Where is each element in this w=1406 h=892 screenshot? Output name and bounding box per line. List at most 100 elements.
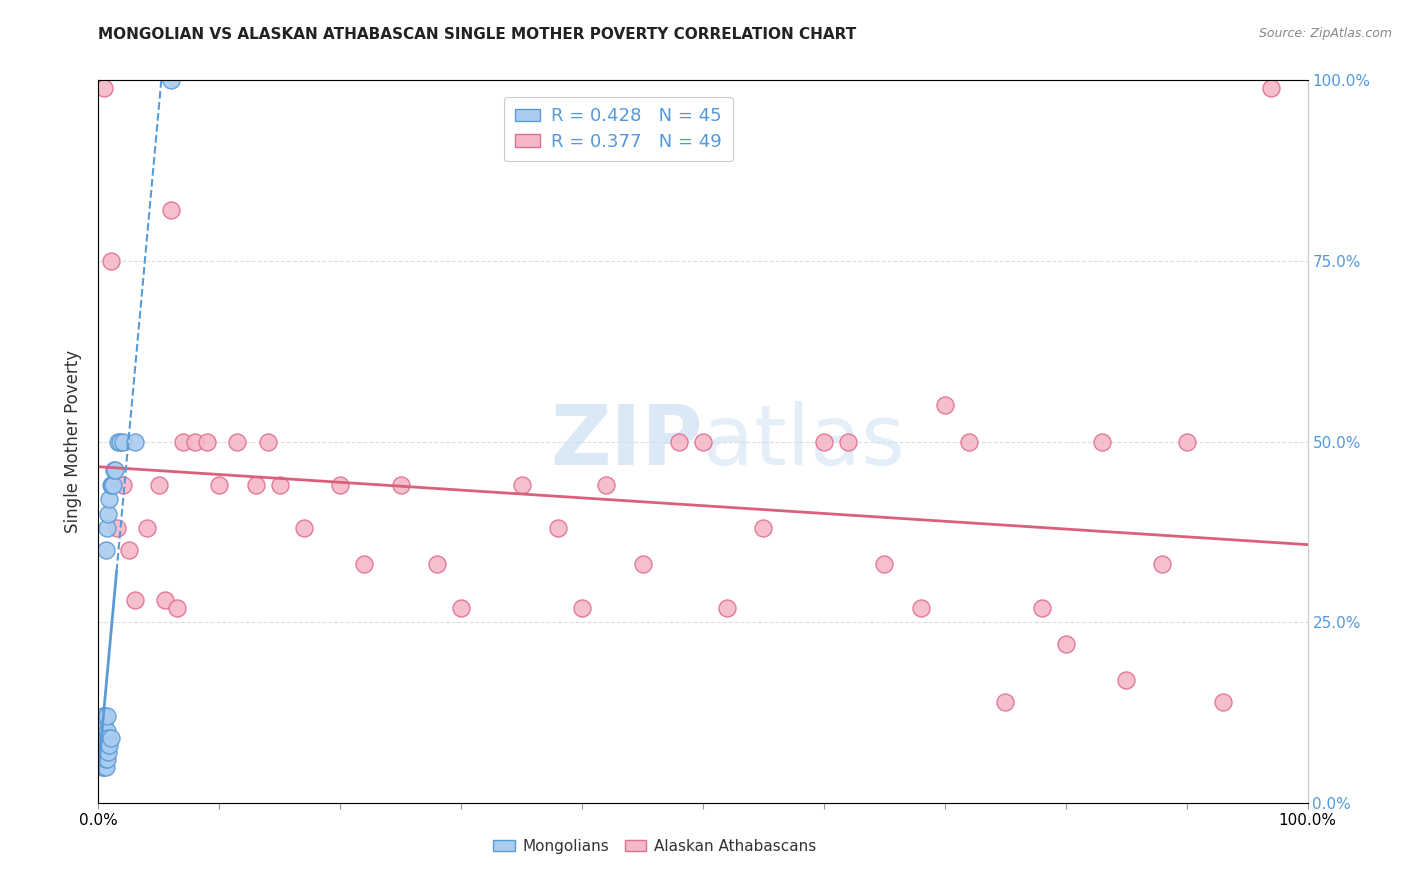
Point (104, 463, 127, 477)
Point (98, 492, 121, 507)
Point (668, 434, 690, 449)
Point (93, 752, 115, 766)
Point (97, 745, 120, 759)
Point (389, 478, 412, 492)
Point (547, 521, 569, 535)
Point (96, 738, 118, 752)
Point (994, 695, 1017, 709)
Point (96, 752, 118, 766)
Point (91, 709, 114, 723)
Point (97, 507, 120, 521)
Point (91, 752, 114, 766)
Point (93, 731, 115, 745)
Point (93, 738, 115, 752)
Point (208, 478, 231, 492)
Y-axis label: Single Mother Poverty: Single Mother Poverty (65, 350, 83, 533)
Point (93, 716, 115, 731)
Point (111, 434, 134, 449)
Point (97, 731, 120, 745)
Point (96, 521, 118, 535)
Point (184, 434, 207, 449)
Point (91, 723, 114, 738)
Point (269, 478, 291, 492)
Point (716, 600, 738, 615)
Point (94, 542, 117, 557)
Point (160, 73, 183, 87)
Point (1091, 434, 1114, 449)
Point (813, 434, 835, 449)
Point (93, 760, 115, 774)
Point (118, 542, 141, 557)
Point (450, 600, 472, 615)
Point (108, 434, 131, 449)
Point (98, 738, 121, 752)
Text: atlas: atlas (703, 401, 904, 482)
Point (100, 478, 122, 492)
Point (1212, 695, 1234, 709)
Point (100, 731, 122, 745)
Text: MONGOLIAN VS ALASKAN ATHABASCAN SINGLE MOTHER POVERTY CORRELATION CHART: MONGOLIAN VS ALASKAN ATHABASCAN SINGLE M… (98, 27, 856, 42)
Point (96, 709, 118, 723)
Point (94, 760, 117, 774)
Text: Source: ZipAtlas.com: Source: ZipAtlas.com (1258, 27, 1392, 40)
Point (107, 434, 129, 449)
Point (256, 434, 278, 449)
Point (571, 600, 593, 615)
Point (94, 738, 117, 752)
Point (101, 478, 124, 492)
Point (91, 745, 114, 759)
Point (910, 600, 932, 615)
Point (1031, 600, 1053, 615)
Point (1054, 637, 1077, 651)
Point (172, 434, 194, 449)
Point (93, 80, 115, 95)
Point (94, 752, 117, 766)
Point (166, 600, 188, 615)
Point (100, 253, 122, 268)
Point (195, 434, 218, 449)
Point (595, 478, 617, 492)
Point (1175, 434, 1198, 449)
Point (91, 760, 114, 774)
Point (91, 731, 114, 745)
Point (111, 478, 134, 492)
Text: ZIP: ZIP (551, 401, 703, 482)
Point (105, 521, 128, 535)
Point (93, 709, 115, 723)
Point (91, 738, 114, 752)
Point (124, 434, 146, 449)
Point (1152, 558, 1174, 572)
Point (873, 558, 896, 572)
Point (245, 478, 267, 492)
Point (124, 593, 146, 607)
Point (90, 752, 112, 766)
Point (100, 478, 122, 492)
Point (1260, 80, 1282, 95)
Point (353, 558, 375, 572)
Point (957, 434, 980, 449)
Point (93, 745, 115, 759)
Point (96, 723, 118, 738)
Point (1115, 673, 1137, 687)
Point (510, 478, 533, 492)
Point (226, 434, 249, 449)
Point (329, 478, 352, 492)
Point (692, 434, 714, 449)
Point (160, 203, 183, 218)
Point (837, 434, 859, 449)
Point (292, 521, 315, 535)
Legend: Mongolians, Alaskan Athabascans: Mongolians, Alaskan Athabascans (488, 833, 823, 860)
Point (426, 558, 449, 572)
Point (934, 398, 956, 412)
Point (93, 723, 115, 738)
Point (153, 593, 176, 607)
Point (90, 738, 112, 752)
Point (94, 745, 117, 759)
Point (94, 731, 117, 745)
Point (135, 521, 157, 535)
Point (91, 716, 114, 731)
Point (752, 521, 775, 535)
Point (148, 478, 170, 492)
Point (103, 463, 125, 477)
Point (631, 558, 654, 572)
